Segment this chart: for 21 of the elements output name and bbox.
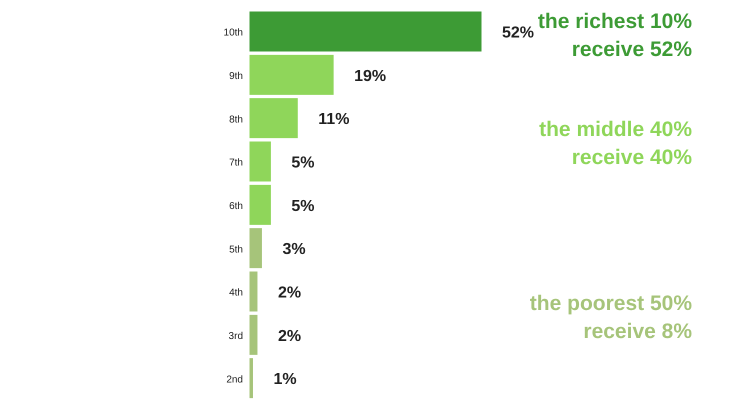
data-label: 11% — [318, 111, 350, 128]
y-tick-label: 3rd — [228, 331, 243, 342]
text: the middle 40% receive 40% — [539, 117, 692, 171]
y-tick-label: 2nd — [226, 374, 243, 386]
data-label: 2% — [278, 284, 302, 302]
data-label: 1% — [273, 371, 297, 388]
y-tick-label: 9th — [229, 71, 243, 82]
data-label: 2% — [278, 328, 302, 345]
y-tick-label: 6th — [229, 201, 243, 212]
data-label: 52% — [502, 24, 534, 42]
y-tick-label: 5th — [229, 244, 243, 256]
data-label: 19% — [354, 68, 386, 85]
y-tick-label: 7th — [229, 158, 243, 169]
y-tick-label: 10th — [224, 28, 243, 39]
data-label: 5% — [291, 198, 315, 215]
text: the poorest 50% receive 8% — [530, 291, 692, 345]
data-label: 5% — [291, 154, 315, 172]
text: the richest 10% receive 52% — [538, 9, 692, 63]
y-tick-label: 4th — [229, 288, 243, 299]
y-tick-label: 8th — [229, 114, 243, 126]
data-label: 3% — [282, 241, 306, 258]
